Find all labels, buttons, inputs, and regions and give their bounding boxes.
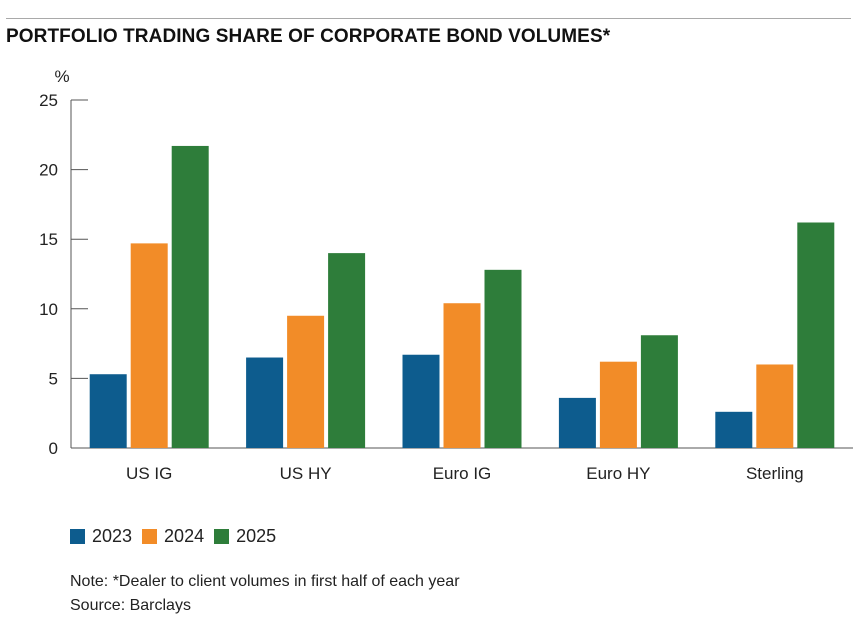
bar-us-ig-2024 <box>130 243 168 448</box>
bar-euro-ig-2025 <box>484 269 522 448</box>
bar-sterling-2023 <box>715 411 753 448</box>
legend-label-2024: 2024 <box>164 526 205 546</box>
legend-item-2025: 2025 <box>214 526 276 547</box>
y-tick-label: 10 <box>39 300 58 319</box>
bar-euro-hy-2025 <box>640 335 678 448</box>
footnote-source: Source: Barclays <box>70 597 191 614</box>
bar-us-hy-2023 <box>246 357 284 448</box>
y-tick-label: 20 <box>39 161 58 180</box>
bar-us-hy-2024 <box>287 315 325 448</box>
legend-item-2024: 2024 <box>142 526 204 547</box>
y-tick-label: 5 <box>49 369 58 388</box>
x-tick-label: Euro IG <box>433 464 492 483</box>
x-tick-label: Sterling <box>746 464 804 483</box>
legend-swatch-2024 <box>142 529 158 544</box>
bar-us-ig-2025 <box>171 145 209 448</box>
x-tick-label: US HY <box>280 464 332 483</box>
bar-euro-ig-2024 <box>443 303 481 448</box>
bar-euro-hy-2023 <box>558 397 596 448</box>
bar-euro-ig-2023 <box>402 354 440 448</box>
bar-sterling-2024 <box>756 364 794 448</box>
y-axis-unit-label: % <box>54 67 69 86</box>
top-rule <box>6 18 851 19</box>
legend-swatch-2025 <box>214 529 230 544</box>
legend-item-2023: 2023 <box>70 526 132 547</box>
y-tick-label: 0 <box>49 439 58 458</box>
footnote-note: Note: *Dealer to client volumes in first… <box>70 573 460 590</box>
bar-us-hy-2025 <box>328 253 366 448</box>
y-tick-label: 25 <box>39 91 58 110</box>
legend-label-2025: 2025 <box>236 526 277 546</box>
x-tick-label: Euro HY <box>586 464 650 483</box>
legend-swatch-2023 <box>70 529 85 544</box>
bar-euro-hy-2024 <box>599 361 637 448</box>
legend-label-2023: 2023 <box>92 526 133 546</box>
bar-sterling-2025 <box>797 222 835 448</box>
legend: 2023 2024 2025 <box>70 526 286 547</box>
chart-title: PORTFOLIO TRADING SHARE OF CORPORATE BON… <box>6 26 611 47</box>
x-tick-label: US IG <box>126 464 172 483</box>
y-tick-label: 15 <box>39 230 58 249</box>
bar-us-ig-2023 <box>89 374 127 448</box>
